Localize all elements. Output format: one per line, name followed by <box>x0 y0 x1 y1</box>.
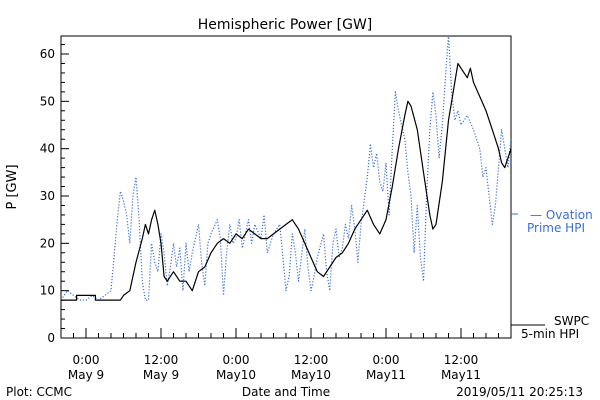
x-axis-label: Date and Time <box>242 385 330 399</box>
y-tick-label-10: 10 <box>40 284 55 298</box>
plot-credit: Plot: CCMC <box>6 385 72 399</box>
x-tick-label-date: May10 <box>216 368 256 382</box>
x-tick-label-time: 0:00 <box>73 353 100 367</box>
y-tick-label-50: 50 <box>40 94 55 108</box>
x-tick-label-time: 12:00 <box>444 353 479 367</box>
x-tick-label-date: May 9 <box>68 368 104 382</box>
x-tick-label-time: 12:00 <box>144 353 179 367</box>
plot-frame <box>60 35 512 339</box>
legend-swpc-line2: 5-min HPI <box>521 327 579 341</box>
legend-swpc-line1: SWPC <box>554 314 589 328</box>
y-tick-label-60: 60 <box>40 47 55 61</box>
chart-title: Hemispheric Power [GW] <box>198 17 373 33</box>
legend-ovation-line2: Prime HPI <box>527 221 585 235</box>
x-tick-label-date: May11 <box>441 368 481 382</box>
y-tick-label-0: 0 <box>47 331 55 345</box>
y-tick-label-40: 40 <box>40 142 55 156</box>
x-tick-label-date: May11 <box>366 368 406 382</box>
x-tick-label-time: 12:00 <box>294 353 329 367</box>
y-tick-label-30: 30 <box>40 189 55 203</box>
y-axis-label: P [GW] <box>5 164 20 209</box>
y-tick-label-20: 20 <box>40 236 55 250</box>
series-swpc-line <box>61 62 511 301</box>
series-layer <box>61 36 511 301</box>
y-axis: 0 10 20 30 40 50 60 <box>40 44 69 345</box>
plot-timestamp: 2019/05/11 20:25:13 <box>456 385 583 399</box>
x-tick-label-date: May10 <box>291 368 331 382</box>
legend-ovation-line1: — Ovation <box>530 208 593 222</box>
x-tick-label-time: 0:00 <box>373 353 400 367</box>
x-tick-label-time: 0:00 <box>223 353 250 367</box>
series-ovation-line <box>61 36 511 301</box>
x-tick-label-date: May 9 <box>143 368 179 382</box>
